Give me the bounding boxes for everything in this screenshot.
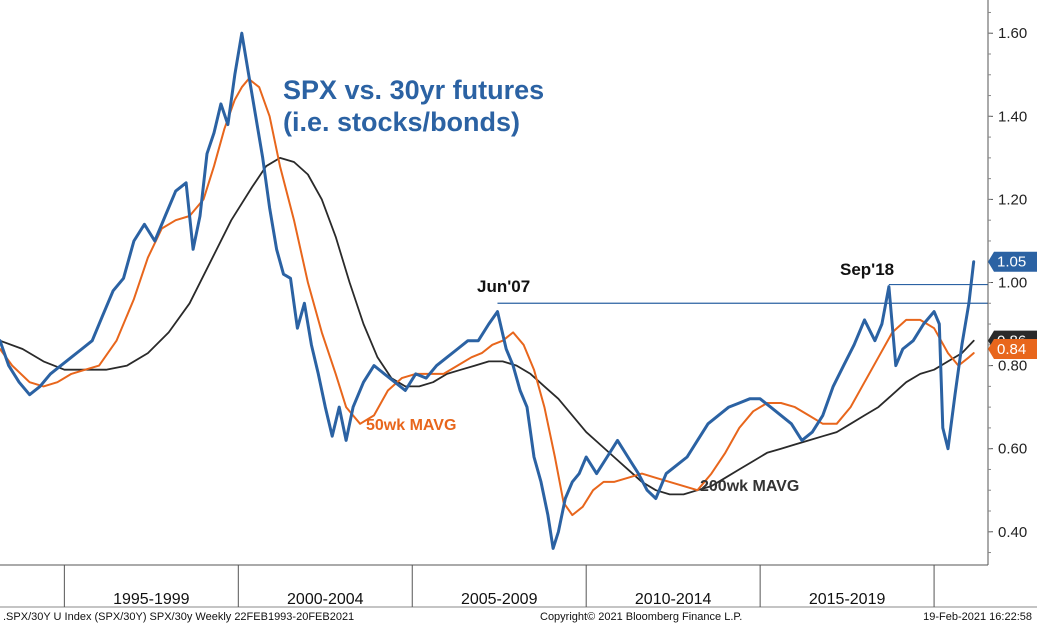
chart-title: SPX vs. 30yr futures bbox=[283, 75, 544, 105]
period-label: 2010-2014 bbox=[635, 591, 712, 608]
y-tick-label: 1.40 bbox=[998, 108, 1027, 125]
y-tick-label: 0.60 bbox=[998, 441, 1027, 458]
value-badge-label: 1.05 bbox=[997, 254, 1026, 271]
series-line-200wk-mavg bbox=[0, 156, 975, 496]
footer-source: .SPX/30Y U Index (SPX/30Y) SPX/30y Weekl… bbox=[3, 611, 354, 623]
y-tick-label: 1.20 bbox=[998, 191, 1027, 208]
annotation-sep18: Sep'18 bbox=[840, 260, 894, 279]
period-label: 1995-1999 bbox=[113, 591, 190, 608]
last-value-badges: 1.050.860.84 bbox=[988, 251, 1037, 359]
value-badge-label: 0.84 bbox=[997, 341, 1026, 358]
period-label: 2015-2019 bbox=[809, 591, 886, 608]
label-50wk-mavg: 50wk MAVG bbox=[366, 417, 456, 434]
y-tick-label: 0.80 bbox=[998, 358, 1027, 375]
x-axis-periods: 1995-1999 2000-2004 2005-2009 2010-2014 2015… bbox=[63, 565, 935, 608]
y-axis-ticks: 0.40 0.60 0.80 1.00 1.20 1.40 1.60 bbox=[988, 11, 1027, 554]
y-tick-label: 0.40 bbox=[998, 524, 1027, 541]
value-badge bbox=[988, 251, 1037, 272]
footer-timestamp: 19-Feb-2021 16:22:58 bbox=[923, 611, 1032, 623]
chart-subtitle: (i.e. stocks/bonds) bbox=[283, 107, 520, 137]
label-200wk-mavg: 200wk MAVG bbox=[700, 478, 799, 495]
period-label: 2000-2004 bbox=[287, 591, 364, 608]
period-label: 2005-2009 bbox=[461, 591, 538, 608]
annotation-jun07: Jun'07 bbox=[477, 277, 530, 296]
y-tick-label: 1.60 bbox=[998, 25, 1027, 42]
y-tick-label: 1.00 bbox=[998, 275, 1027, 292]
series-lines bbox=[0, 31, 976, 550]
footer-copyright: Copyright© 2021 Bloomberg Finance L.P. bbox=[540, 611, 742, 623]
series-line-spx-30y bbox=[0, 31, 976, 550]
series-line-50wk-mavg bbox=[0, 77, 975, 517]
value-badge bbox=[988, 338, 1037, 359]
